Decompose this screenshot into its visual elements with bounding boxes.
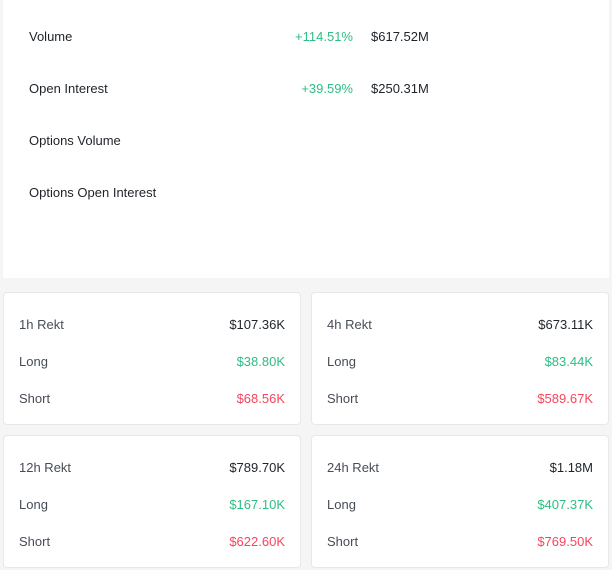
- rekt-value: $589.67K: [537, 391, 593, 406]
- rekt-value: $38.80K: [236, 354, 285, 369]
- stat-change: +114.51%: [295, 29, 353, 44]
- stats-panel: Volume +114.51% $617.52M Open Interest +39.5…: [3, 0, 609, 278]
- rekt-label: 12h Rekt: [19, 460, 72, 475]
- stat-value: $250.31M: [371, 81, 429, 96]
- rekt-value: $107.36K: [229, 317, 285, 332]
- stat-change: +39.59%: [301, 81, 353, 96]
- stat-label: Options Volume: [29, 133, 121, 148]
- rekt-label: Long: [327, 354, 356, 369]
- rekt-label: Short: [19, 534, 51, 549]
- rekt-label: Long: [19, 497, 48, 512]
- stat-label: Open Interest: [29, 81, 108, 96]
- stat-value: $617.52M: [371, 29, 429, 44]
- rekt-value: $673.11K: [538, 317, 593, 332]
- rekt-label: 24h Rekt: [327, 460, 380, 475]
- rekt-value: $789.70K: [229, 460, 285, 475]
- rekt-card: 24h Rekt $1.18M Long $407.37K Short $769.50K: [311, 435, 609, 568]
- stat-label: Volume: [29, 29, 73, 44]
- rekt-label: Short: [327, 391, 359, 406]
- rekt-label: Short: [327, 534, 359, 549]
- rekt-card: 4h Rekt $673.11K Long $83.44K Short $589.67K: [311, 292, 609, 425]
- rekt-label: Long: [327, 497, 356, 512]
- rekt-value: $407.37K: [537, 497, 593, 512]
- rekt-card: 12h Rekt $789.70K Long $167.10K Short $622.60…: [3, 435, 301, 568]
- rekt-card: 1h Rekt $107.36K Long $38.80K Short $68.56K: [3, 292, 301, 425]
- rekt-label: 1h Rekt: [19, 317, 64, 332]
- rekt-value: $622.60K: [229, 534, 285, 549]
- rekt-label: Short: [19, 391, 51, 406]
- rekt-value: $167.10K: [229, 497, 285, 512]
- stat-label: Options Open Interest: [29, 185, 157, 200]
- rekt-value: $1.18M: [549, 460, 593, 475]
- rekt-value: $68.56K: [236, 391, 285, 406]
- rekt-value: $83.44K: [544, 354, 593, 369]
- rekt-label: 4h Rekt: [327, 317, 372, 332]
- rekt-value: $769.50K: [537, 534, 593, 549]
- rekt-label: Long: [19, 354, 48, 369]
